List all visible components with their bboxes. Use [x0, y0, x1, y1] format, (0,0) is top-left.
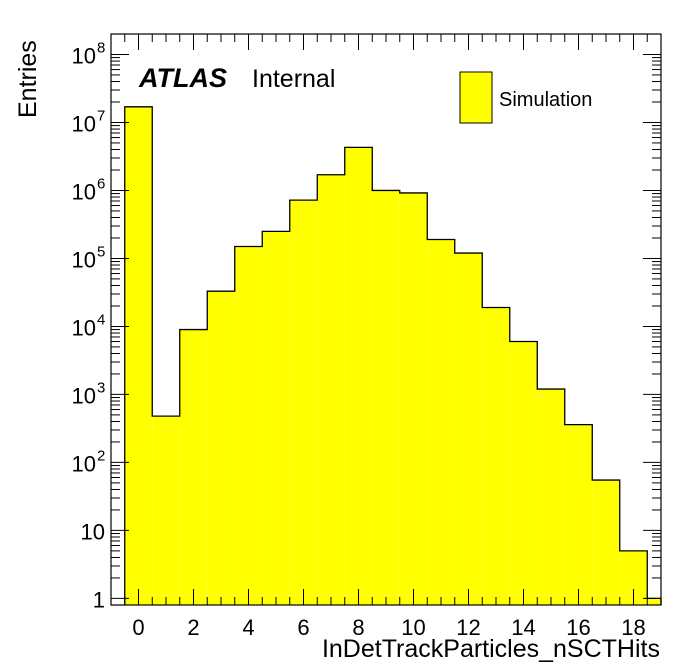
x-tick-label: 2 — [187, 615, 199, 640]
y-tick-label: 10 — [72, 451, 96, 476]
y-tick-exponent: 3 — [97, 379, 105, 396]
y-tick-label: 10 — [81, 519, 105, 544]
histogram-bar — [152, 416, 180, 605]
histogram-bars — [124, 106, 662, 606]
y-tick-label: 10 — [72, 315, 96, 340]
histogram-bar — [317, 174, 345, 606]
x-tick-label: 8 — [352, 615, 364, 640]
internal-label: Internal — [252, 65, 335, 93]
x-tick-label: 16 — [566, 615, 590, 640]
y-tick-exponent: 2 — [97, 447, 105, 464]
x-tick-label: 12 — [456, 615, 480, 640]
histogram-bar — [234, 246, 263, 605]
x-tick-label: 0 — [132, 615, 144, 640]
legend-swatch — [459, 71, 493, 124]
histogram-outline — [124, 106, 662, 605]
y-tick-label: 10 — [72, 179, 96, 204]
x-tick-label: 10 — [401, 615, 425, 640]
histogram-bar — [124, 106, 153, 606]
histogram-bar — [509, 341, 538, 605]
x-tick-label: 6 — [297, 615, 309, 640]
histogram-bar — [454, 253, 483, 605]
y-tick-exponent: 8 — [97, 39, 105, 56]
histogram-bar — [427, 239, 455, 605]
histogram-bar — [647, 598, 661, 605]
legend: Simulation — [459, 71, 592, 124]
x-tick-label: 18 — [621, 615, 645, 640]
histogram-bar — [262, 231, 290, 605]
y-tick-label: 10 — [72, 383, 96, 408]
histogram-bar — [344, 147, 373, 605]
y-tick-exponent: 4 — [97, 311, 105, 328]
y-tick-exponent: 5 — [97, 243, 105, 260]
x-tick-label: 14 — [511, 615, 535, 640]
legend-entry-label: Simulation — [499, 89, 592, 111]
histogram-bar — [289, 200, 318, 605]
x-tick-labels: 0 2 4 6 8 10 12 14 16 18 — [132, 615, 645, 640]
y-tick-exponent: 7 — [97, 107, 105, 124]
y-tick-exponent: 6 — [97, 175, 105, 192]
histogram-bar — [399, 192, 428, 606]
atlas-label: ATLAS — [138, 63, 227, 93]
histogram-bar — [482, 307, 510, 605]
histogram-bar — [372, 190, 400, 606]
x-tick-label: 4 — [242, 615, 254, 640]
y-tick-label: 10 — [72, 43, 96, 68]
axis-ticks — [110, 33, 662, 605]
histogram-bar — [179, 329, 208, 605]
x-axis-label: InDetTrackParticles_nSCTHits — [322, 635, 660, 663]
y-tick-label: 10 — [72, 247, 96, 272]
y-tick-label: 10 — [72, 111, 96, 136]
y-tick-label: 1 — [93, 587, 105, 612]
y-axis-label: Entries — [14, 40, 42, 118]
histogram-bar — [592, 480, 620, 605]
histogram-bar — [564, 424, 593, 605]
histogram-bar — [537, 389, 565, 605]
histogram-bar — [207, 291, 235, 605]
